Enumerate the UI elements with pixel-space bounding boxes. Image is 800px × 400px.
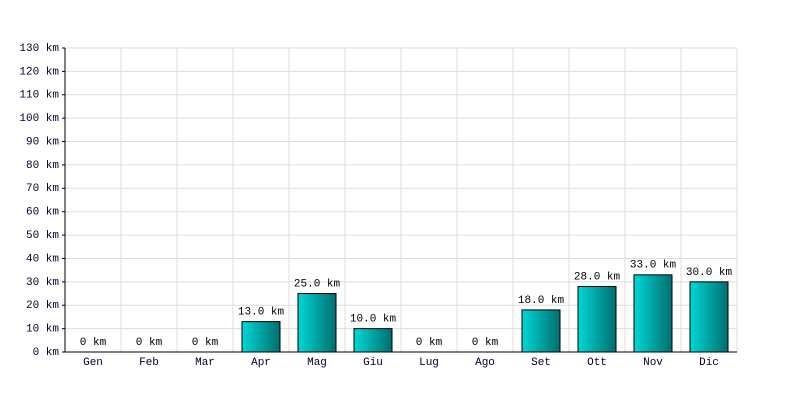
x-tick-label: Giu: [363, 357, 383, 369]
x-tick-label: Lug: [419, 357, 439, 369]
value-label: 0 km: [192, 337, 219, 349]
y-tick-label: 110 km: [19, 90, 59, 102]
value-label: 28.0 km: [574, 271, 621, 283]
value-label: 18.0 km: [518, 295, 565, 307]
bar: [689, 281, 729, 353]
value-label: 0 km: [136, 337, 163, 349]
value-label: 0 km: [416, 337, 443, 349]
x-tick-label: Dic: [699, 357, 719, 369]
y-tick-label: 60 km: [26, 207, 59, 219]
value-label: 25.0 km: [294, 278, 341, 290]
x-tick-label: Mar: [195, 357, 215, 369]
value-label: 13.0 km: [238, 307, 285, 319]
y-tick-label: 70 km: [26, 183, 59, 195]
x-tick-label: Feb: [139, 357, 159, 369]
value-label: 10.0 km: [350, 314, 397, 326]
x-tick-label: Mag: [307, 357, 327, 369]
x-tick-label: Set: [531, 357, 551, 369]
bar: [241, 321, 281, 353]
bar: [353, 328, 393, 353]
x-tick-label: Ott: [587, 357, 607, 369]
y-tick-label: 80 km: [26, 160, 59, 172]
x-tick-label: Nov: [643, 357, 663, 369]
x-tick-label: Gen: [83, 357, 103, 369]
y-tick-label: 0 km: [33, 347, 60, 359]
y-tick-label: 90 km: [26, 136, 59, 148]
y-tick-label: 40 km: [26, 253, 59, 265]
x-tick-label: Ago: [475, 357, 495, 369]
bar: [633, 274, 673, 353]
y-tick-label: 100 km: [19, 113, 59, 125]
x-tick-label: Apr: [251, 357, 271, 369]
y-tick-label: 50 km: [26, 230, 59, 242]
y-tick-label: 120 km: [19, 66, 59, 78]
value-label: 33.0 km: [630, 260, 677, 272]
y-tick-label: 30 km: [26, 277, 59, 289]
value-label: 0 km: [472, 337, 499, 349]
bar: [297, 293, 337, 353]
y-tick-label: 130 km: [19, 43, 59, 55]
y-tick-label: 20 km: [26, 300, 59, 312]
value-label: 30.0 km: [686, 267, 733, 279]
y-tick-label: 10 km: [26, 324, 59, 336]
value-label: 0 km: [80, 337, 107, 349]
bar: [521, 309, 561, 353]
bar: [577, 286, 617, 353]
